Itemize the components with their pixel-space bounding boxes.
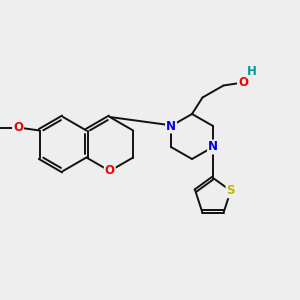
Text: O: O: [13, 121, 23, 134]
Text: S: S: [226, 184, 235, 197]
Text: N: N: [166, 119, 176, 133]
Text: H: H: [247, 64, 257, 78]
Text: O: O: [105, 164, 115, 178]
Text: O: O: [238, 76, 248, 89]
Text: N: N: [208, 140, 218, 154]
